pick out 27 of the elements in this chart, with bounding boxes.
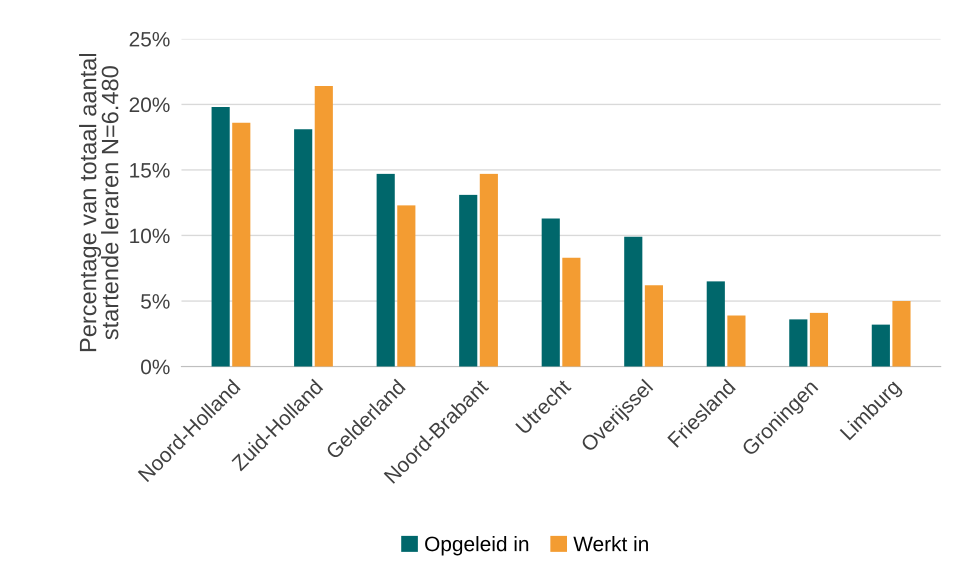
y-tick-label: 5% xyxy=(141,294,170,309)
bar xyxy=(562,258,580,367)
bar xyxy=(294,129,312,367)
bar xyxy=(212,107,230,367)
bar xyxy=(314,86,333,367)
y-tick-label: 0% xyxy=(141,360,170,374)
bar xyxy=(810,312,828,367)
legend-label: Werkt in xyxy=(573,536,648,552)
bar xyxy=(232,122,250,367)
bar xyxy=(706,281,725,367)
bar xyxy=(542,218,560,367)
bar xyxy=(644,285,663,367)
bar xyxy=(727,315,746,367)
bar xyxy=(459,194,478,367)
bar xyxy=(480,174,498,367)
bar xyxy=(892,301,911,367)
bar xyxy=(624,236,642,367)
bar xyxy=(376,174,395,367)
y-tick-label: 10% xyxy=(130,228,170,244)
y-axis-title: Percentage van totaal aantal startende leraren N=6.480 xyxy=(79,54,118,352)
y-tick-label: 15% xyxy=(130,163,170,178)
bar xyxy=(397,205,416,367)
bar xyxy=(872,324,890,367)
y-tick-label: 20% xyxy=(130,97,170,112)
bar xyxy=(789,319,808,367)
legend-label: Opgeleid in xyxy=(425,536,528,556)
y-tick-label: 25% xyxy=(130,32,170,47)
